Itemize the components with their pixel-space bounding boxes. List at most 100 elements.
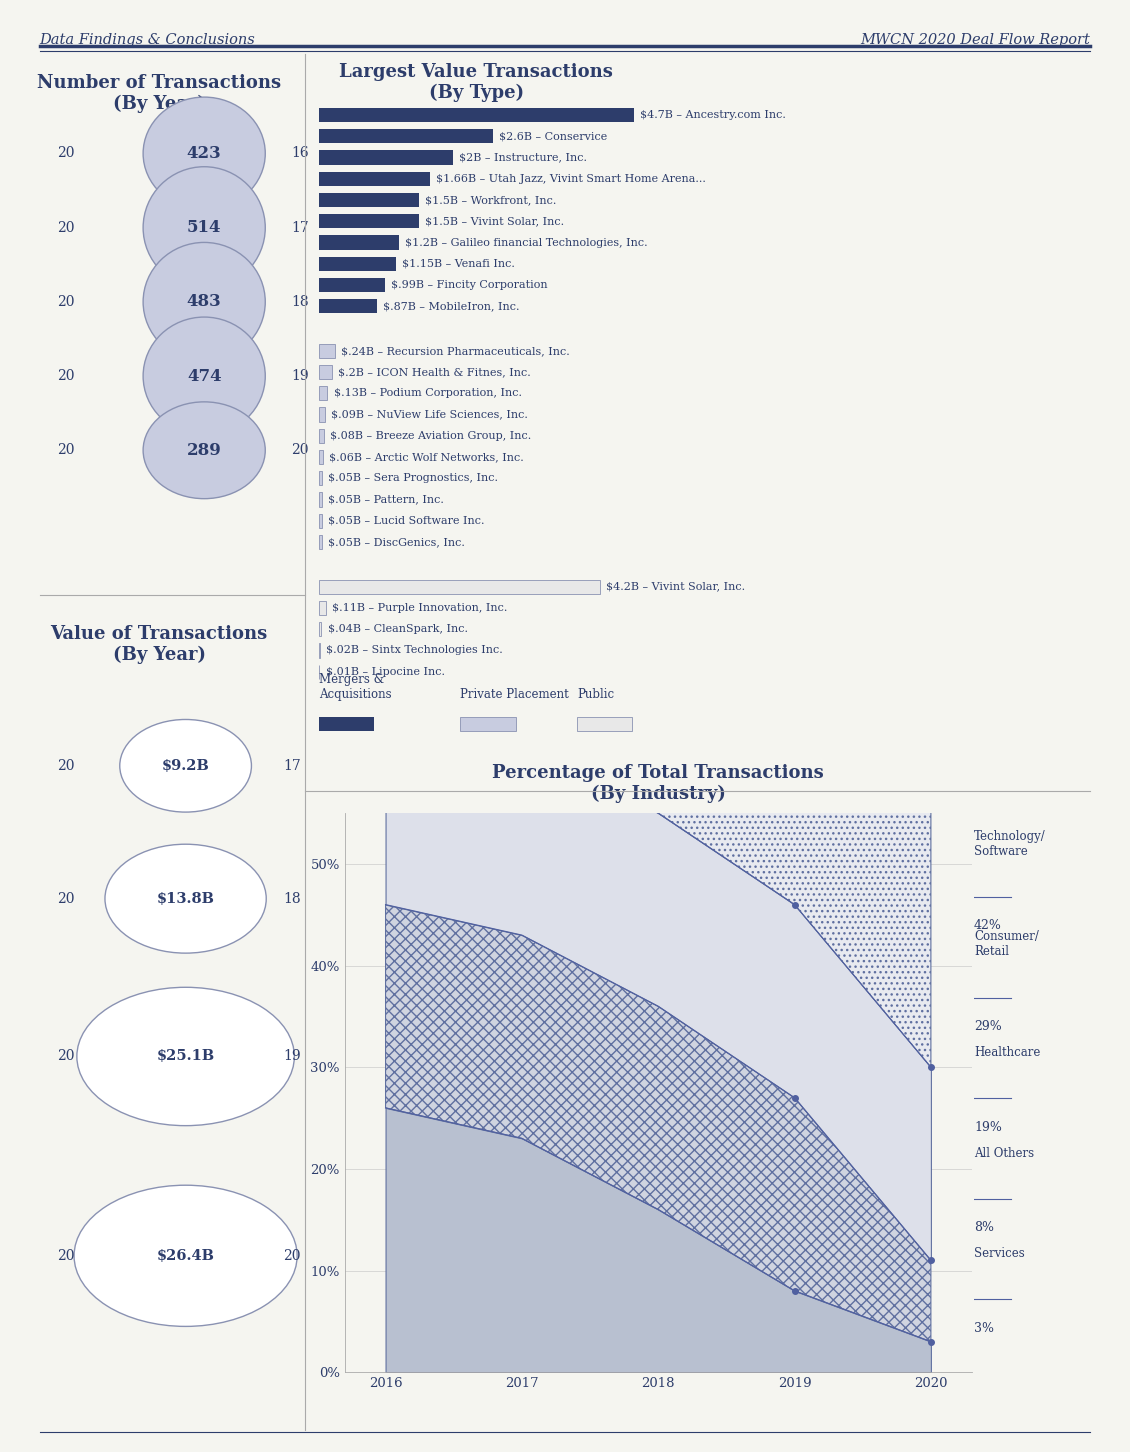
Text: 20: 20: [58, 295, 75, 309]
Text: 42%: 42%: [974, 919, 1002, 932]
Text: $26.4B: $26.4B: [157, 1249, 215, 1263]
Bar: [319, 621, 321, 636]
Text: 19: 19: [282, 1050, 301, 1063]
Text: $2B – Instructure, Inc.: $2B – Instructure, Inc.: [459, 152, 586, 163]
Text: 20: 20: [58, 369, 75, 383]
Bar: [319, 193, 419, 208]
Text: $.01B – Lipocine Inc.: $.01B – Lipocine Inc.: [325, 666, 444, 677]
Text: 8%: 8%: [974, 1221, 994, 1234]
Text: 20: 20: [58, 759, 75, 772]
Text: 20: 20: [58, 1050, 75, 1063]
Text: $1.15B – Venafi Inc.: $1.15B – Venafi Inc.: [402, 258, 515, 269]
Text: 18: 18: [292, 295, 308, 309]
Text: $1.5B – Vivint Solar, Inc.: $1.5B – Vivint Solar, Inc.: [426, 216, 565, 227]
Bar: [577, 717, 632, 732]
Text: 20: 20: [292, 443, 308, 457]
Ellipse shape: [120, 720, 252, 812]
Text: 18: 18: [282, 892, 301, 906]
Text: $1.66B – Utah Jazz, Vivint Smart Home Arena...: $1.66B – Utah Jazz, Vivint Smart Home Ar…: [436, 174, 706, 184]
Bar: [319, 386, 328, 401]
Text: $.2B – ICON Health & Fitnes, Inc.: $.2B – ICON Health & Fitnes, Inc.: [338, 367, 531, 378]
Text: 20: 20: [58, 221, 75, 235]
Text: Healthcare: Healthcare: [974, 1045, 1041, 1059]
Text: Mergers &
Acquisitions: Mergers & Acquisitions: [319, 672, 391, 701]
Ellipse shape: [144, 402, 266, 498]
Bar: [319, 472, 322, 485]
Text: Consumer/
Retail: Consumer/ Retail: [974, 931, 1038, 958]
Text: Services: Services: [974, 1247, 1025, 1260]
Text: $.99B – Fincity Corporation: $.99B – Fincity Corporation: [391, 280, 548, 290]
Text: 3%: 3%: [974, 1321, 994, 1334]
Text: 423: 423: [186, 145, 221, 163]
Text: $.08B – Breeze Aviation Group, Inc.: $.08B – Breeze Aviation Group, Inc.: [330, 431, 531, 441]
Ellipse shape: [144, 97, 266, 211]
Bar: [319, 151, 453, 164]
Text: $.13B – Podium Corporation, Inc.: $.13B – Podium Corporation, Inc.: [333, 388, 522, 398]
Bar: [319, 428, 324, 443]
Text: $.11B – Purple Innovation, Inc.: $.11B – Purple Innovation, Inc.: [332, 603, 507, 613]
Bar: [319, 492, 322, 507]
Text: $.02B – Sintx Technologies Inc.: $.02B – Sintx Technologies Inc.: [327, 645, 503, 655]
Bar: [460, 717, 515, 732]
Text: $13.8B: $13.8B: [157, 892, 215, 906]
Text: 514: 514: [186, 219, 221, 237]
Text: $.04B – CleanSpark, Inc.: $.04B – CleanSpark, Inc.: [328, 624, 468, 635]
Bar: [319, 215, 419, 228]
Text: Public: Public: [577, 688, 614, 701]
Text: $.05B – DiscGenics, Inc.: $.05B – DiscGenics, Inc.: [329, 537, 466, 547]
Text: Data Findings & Conclusions: Data Findings & Conclusions: [40, 33, 255, 48]
Text: $.24B – Recursion Pharmaceuticals, Inc.: $.24B – Recursion Pharmaceuticals, Inc.: [341, 346, 570, 356]
Bar: [319, 257, 396, 272]
Text: 20: 20: [58, 147, 75, 161]
Ellipse shape: [144, 317, 266, 436]
Bar: [319, 717, 374, 732]
Text: Value of Transactions
(By Year): Value of Transactions (By Year): [51, 624, 268, 664]
Bar: [319, 171, 429, 186]
Text: 19%: 19%: [974, 1121, 1002, 1134]
Bar: [319, 450, 323, 465]
Text: $.05B – Sera Prognostics, Inc.: $.05B – Sera Prognostics, Inc.: [329, 473, 498, 484]
Bar: [319, 129, 493, 144]
Text: Number of Transactions
(By Year): Number of Transactions (By Year): [37, 74, 281, 113]
Text: 17: 17: [290, 221, 308, 235]
Bar: [319, 601, 325, 616]
Text: $.09B – NuView Life Sciences, Inc.: $.09B – NuView Life Sciences, Inc.: [331, 409, 528, 420]
Text: 474: 474: [186, 367, 221, 385]
Bar: [319, 107, 634, 122]
Bar: [319, 299, 377, 314]
Text: 20: 20: [58, 443, 75, 457]
Text: 483: 483: [186, 293, 221, 311]
Text: Technology/
Software: Technology/ Software: [974, 831, 1045, 858]
Text: 20: 20: [284, 1249, 301, 1263]
Bar: [319, 235, 399, 250]
Text: Largest Value Transactions
(By Type): Largest Value Transactions (By Type): [339, 64, 614, 102]
Text: $.05B – Pattern, Inc.: $.05B – Pattern, Inc.: [329, 495, 444, 505]
Ellipse shape: [77, 987, 294, 1125]
Text: 16: 16: [292, 147, 308, 161]
Text: 19: 19: [292, 369, 308, 383]
Text: $4.2B – Vivint Solar, Inc.: $4.2B – Vivint Solar, Inc.: [607, 582, 746, 591]
Text: $25.1B: $25.1B: [157, 1050, 215, 1063]
Text: 20: 20: [58, 1249, 75, 1263]
Title: Percentage of Total Transactions
(By Industry): Percentage of Total Transactions (By Ind…: [493, 764, 824, 803]
Bar: [319, 277, 385, 292]
Text: $4.7B – Ancestry.com Inc.: $4.7B – Ancestry.com Inc.: [640, 110, 785, 121]
Text: $1.5B – Workfront, Inc.: $1.5B – Workfront, Inc.: [426, 195, 557, 205]
Bar: [319, 514, 322, 529]
Text: 17: 17: [282, 759, 301, 772]
Text: $.87B – MobileIron, Inc.: $.87B – MobileIron, Inc.: [383, 302, 520, 311]
Text: $9.2B: $9.2B: [162, 759, 209, 772]
Text: 20: 20: [58, 892, 75, 906]
Bar: [319, 579, 600, 594]
Ellipse shape: [144, 167, 266, 289]
Text: $.05B – Lucid Software Inc.: $.05B – Lucid Software Inc.: [329, 515, 485, 526]
Bar: [319, 643, 320, 658]
Text: 289: 289: [186, 441, 221, 459]
Bar: [319, 344, 334, 359]
Bar: [319, 534, 322, 549]
Text: $2.6B – Conservice: $2.6B – Conservice: [499, 131, 608, 141]
Text: MWCN 2020 Deal Flow Report: MWCN 2020 Deal Flow Report: [861, 33, 1090, 48]
Text: All Others: All Others: [974, 1147, 1034, 1160]
Text: $.06B – Arctic Wolf Networks, Inc.: $.06B – Arctic Wolf Networks, Inc.: [329, 452, 523, 462]
Text: Private Placement: Private Placement: [460, 688, 570, 701]
